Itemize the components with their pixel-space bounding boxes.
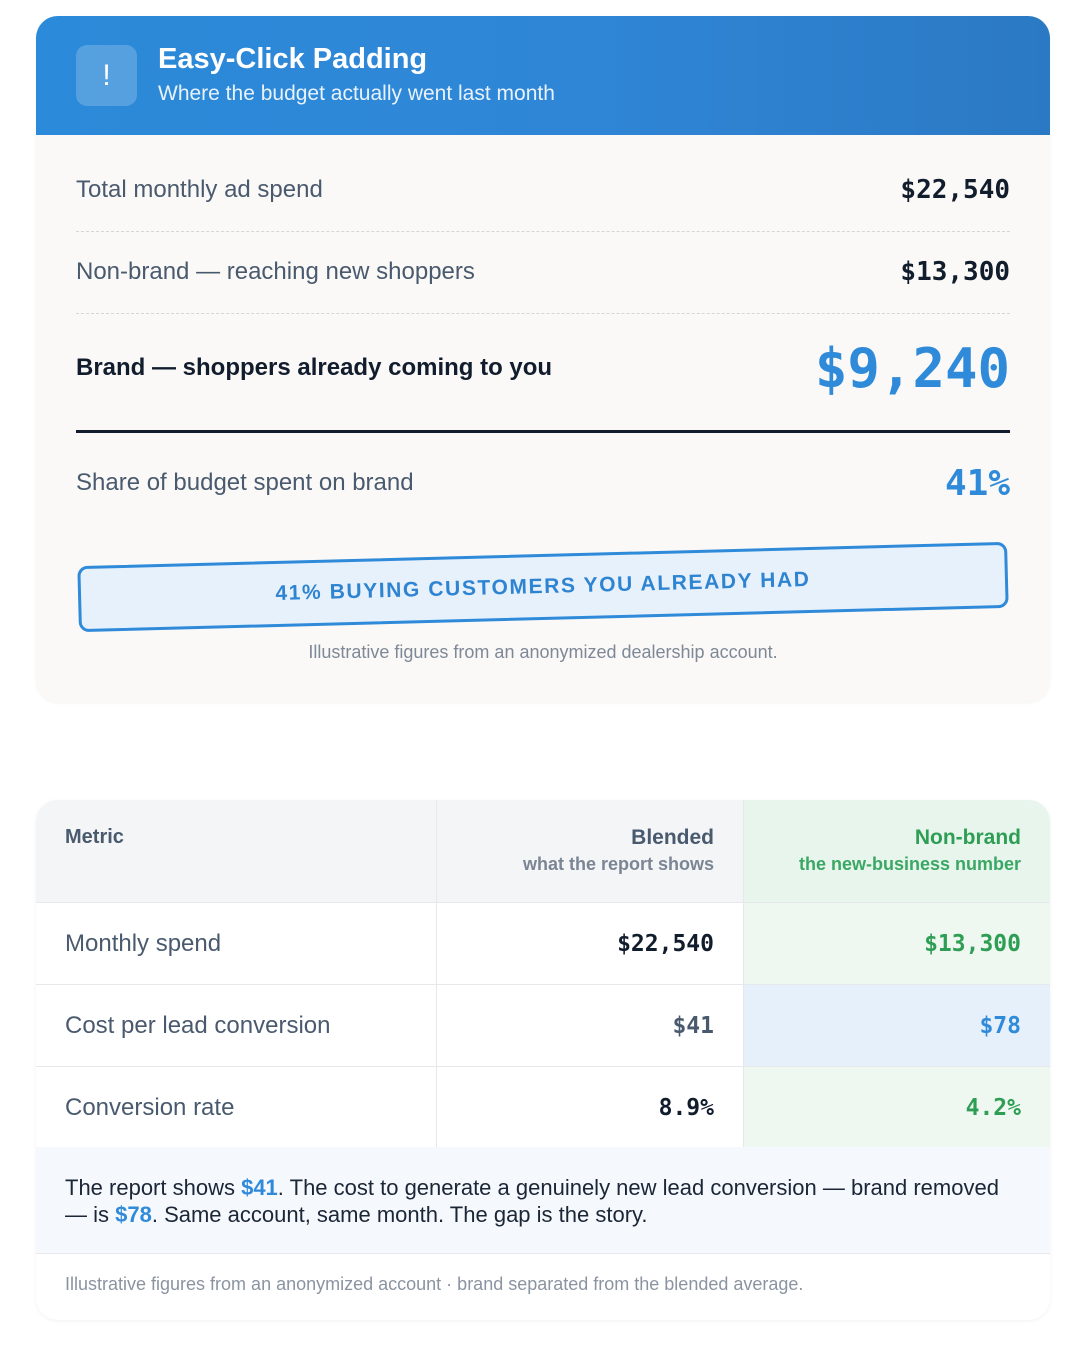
brand-label: Brand — shoppers already coming to you — [76, 354, 553, 381]
summary-text: The report shows $41. The cost to genera… — [36, 1147, 1050, 1254]
exclamation-icon: ! — [76, 45, 137, 106]
column-subheader-nonbrand: the new-business number — [798, 854, 1021, 874]
metric-label: Monthly spend — [65, 929, 222, 957]
nonbrand-value: $13,300 — [924, 930, 1021, 957]
blended-cell: $41 — [436, 985, 743, 1066]
summary-part: The report shows — [65, 1175, 242, 1200]
summary-highlight: $41 — [241, 1175, 278, 1200]
nonbrand-value: 4.2% — [965, 1094, 1021, 1121]
table-row: Conversion rate 8.9% 4.2% — [36, 1067, 1050, 1149]
card-subtitle: Where the budget actually went last mont… — [158, 82, 555, 105]
summary-highlight: $78 — [115, 1202, 152, 1227]
nonbrand-cell: 4.2% — [743, 1067, 1050, 1148]
divider — [76, 313, 1010, 314]
blended-value: 8.9% — [658, 1094, 714, 1121]
table-row: Cost per lead conversion $41 $78 — [36, 985, 1050, 1067]
nonbrand-cell: $78 — [743, 985, 1050, 1066]
summary-part: . The cost to generate a genuinely new l… — [65, 1175, 999, 1227]
nonbrand-row: Non-brand — reaching new shoppers $13,30… — [76, 250, 1010, 294]
blended-cell: $22,540 — [436, 903, 743, 984]
metric-label: Conversion rate — [65, 1093, 235, 1121]
metric-cell: Cost per lead conversion — [36, 985, 436, 1066]
nonbrand-value: $78 — [979, 1012, 1021, 1039]
header-cell-nonbrand: Non-brand the new-business number — [743, 800, 1050, 902]
column-header-blended: Blended — [631, 826, 714, 849]
brand-value: $9,240 — [814, 336, 1010, 400]
brand-share-row: Share of budget spent on brand 41% — [76, 458, 1010, 508]
column-header-nonbrand: Non-brand — [914, 826, 1021, 849]
metric-cell: Monthly spend — [36, 903, 436, 984]
total-spend-value: $22,540 — [900, 175, 1010, 205]
column-header-metric: Metric — [65, 826, 124, 848]
blended-value: $41 — [672, 1012, 714, 1039]
table-footnote: Illustrative figures from an anonymized … — [65, 1274, 804, 1294]
card-title: Easy-Click Padding — [158, 43, 428, 75]
header-cell-metric: Metric — [36, 800, 436, 902]
card-header: ! Easy-Click Padding Where the budget ac… — [36, 16, 1050, 135]
metric-cell: Conversion rate — [36, 1067, 436, 1148]
footnote: Illustrative figures from an anonymized … — [308, 642, 778, 662]
nonbrand-value: $13,300 — [900, 257, 1010, 287]
metric-label: Cost per lead conversion — [65, 1011, 331, 1039]
comparison-table: Metric Blended what the report shows Non… — [36, 800, 1050, 1320]
header-cell-blended: Blended what the report shows — [436, 800, 743, 902]
budget-card: ! Easy-Click Padding Where the budget ac… — [36, 16, 1050, 702]
table-header-row: Metric Blended what the report shows Non… — [36, 800, 1050, 903]
nonbrand-cell: $13,300 — [743, 903, 1050, 984]
total-spend-row: Total monthly ad spend $22,540 — [76, 168, 1010, 212]
blended-value: $22,540 — [617, 930, 714, 957]
nonbrand-label: Non-brand — reaching new shoppers — [76, 258, 475, 285]
brand-share-label: Share of budget spent on brand — [76, 469, 414, 496]
total-divider — [76, 430, 1010, 433]
divider — [76, 231, 1010, 232]
callout-stamp: 41% BUYING CUSTOMERS YOU ALREADY HAD — [77, 541, 1009, 633]
brand-share-value: 41% — [944, 462, 1010, 504]
table-row: Monthly spend $22,540 $13,300 — [36, 903, 1050, 985]
blended-cell: 8.9% — [436, 1067, 743, 1148]
summary-part: . Same account, same month. The gap is t… — [151, 1202, 648, 1227]
column-subheader-blended: what the report shows — [522, 854, 714, 874]
brand-row: Brand — shoppers already coming to you $… — [76, 336, 1010, 400]
total-spend-label: Total monthly ad spend — [76, 176, 323, 203]
